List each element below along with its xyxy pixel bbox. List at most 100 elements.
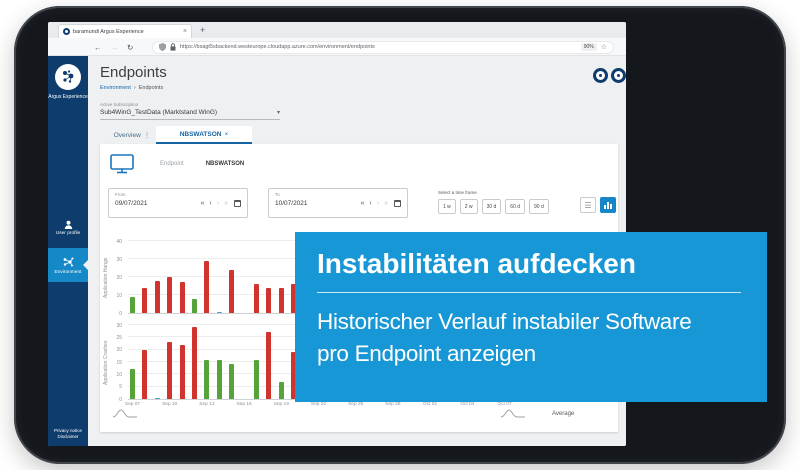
y-tick-label: 10 xyxy=(116,292,122,299)
timeframe-1w-button[interactable]: 1 w xyxy=(438,199,456,214)
to-date-input[interactable]: To 10/07/2021 « ‹ › » xyxy=(268,188,408,218)
y-tick-label: 25 xyxy=(116,334,122,341)
bar xyxy=(154,397,160,399)
bar xyxy=(192,327,197,399)
sidebar-item-user-profile[interactable]: User profile xyxy=(48,220,88,244)
zoom-level-badge[interactable]: 90% xyxy=(580,43,597,51)
shield-icon xyxy=(159,43,166,51)
y-axis-label: Application Crashes xyxy=(103,340,109,385)
x-axis-label: Sep 10 xyxy=(162,402,178,407)
x-axis-label: Sep 16 xyxy=(236,402,252,407)
timeframe-2w-button[interactable]: 2 w xyxy=(459,199,478,214)
timeframe-label: Select a time frame xyxy=(438,190,477,195)
calendar-icon[interactable] xyxy=(394,200,401,207)
skip-back-icon[interactable]: « xyxy=(200,200,205,207)
to-date-value: 10/07/2021 xyxy=(275,200,308,207)
site-favicon-icon xyxy=(63,28,70,35)
bar xyxy=(142,287,148,313)
y-axis-ticks: 0 10 20 30 40 xyxy=(110,238,124,317)
subscription-select[interactable]: Sub4WinG_TestData (Marktstand WinG) ▾ xyxy=(100,109,280,120)
step-back-icon[interactable]: ‹ xyxy=(369,200,372,207)
bar xyxy=(204,260,210,313)
breadcrumb: Environment › Endpoints xyxy=(100,85,163,91)
breadcrumb-separator: › xyxy=(133,85,136,91)
skip-back-icon[interactable]: « xyxy=(360,200,365,207)
endpoint-header: Endpoint NBSWATSON xyxy=(110,154,244,174)
timeframe-90d-button[interactable]: 90 d xyxy=(529,199,549,214)
overlay-title: Instabilitäten aufdecken xyxy=(317,248,636,279)
url-text: https://bsagt5sbackend.westeurope.clouda… xyxy=(180,44,375,50)
bar xyxy=(142,349,148,399)
y-tick-label: 20 xyxy=(116,347,122,354)
step-forward-icon[interactable]: › xyxy=(376,200,380,207)
from-date-input[interactable]: From 09/07/2021 « ‹ › » xyxy=(108,188,248,218)
overlay-divider xyxy=(317,292,741,293)
bar xyxy=(179,344,185,399)
new-tab-button[interactable]: + xyxy=(200,25,206,35)
x-axis-label: Sep 19 xyxy=(273,402,289,407)
y-tick-label: 10 xyxy=(116,371,122,378)
bar-chart-icon xyxy=(604,202,612,209)
app-sidebar: Argus Experience User profile Environmen… xyxy=(48,56,88,446)
disclaimer-link[interactable]: Disclaimer xyxy=(57,434,79,440)
browser-tab[interactable]: baramundi Argus Experience × xyxy=(58,24,192,38)
sidebar-footer: Privacy notice Disclaimer xyxy=(48,428,88,442)
bar xyxy=(291,352,297,399)
skip-forward-icon[interactable]: » xyxy=(224,200,228,207)
x-axis-label: Sep 07 xyxy=(124,402,141,407)
y-tick-label: 40 xyxy=(116,238,122,245)
tab-overview[interactable]: Overview ⋮ xyxy=(113,131,151,140)
subscription-value: Sub4WinG_TestData (Marktstand WinG) xyxy=(100,109,218,116)
x-axis-label: Oct 01 xyxy=(423,402,438,407)
forward-button: → xyxy=(110,42,119,52)
notifications-button[interactable] xyxy=(611,68,626,83)
step-forward-icon[interactable]: › xyxy=(216,200,220,207)
y-axis-label: Application Hangs xyxy=(103,257,109,298)
help-button[interactable] xyxy=(593,68,608,83)
brand-name: Argus Experience xyxy=(48,94,88,100)
list-view-toggle[interactable]: ☰ xyxy=(580,197,596,213)
tab-close-icon[interactable]: × xyxy=(182,28,187,35)
breadcrumb-environment-link[interactable]: Environment xyxy=(100,85,131,91)
y-axis-ticks: 0 5 10 15 20 25 30 xyxy=(110,322,124,403)
monitor-icon xyxy=(110,154,134,174)
timeframe-60d-button[interactable]: 60 d xyxy=(505,199,526,214)
marketing-overlay: Instabilitäten aufdecken Historischer Ve… xyxy=(295,232,767,402)
privacy-notice-link[interactable]: Privacy notice xyxy=(53,427,82,433)
network-icon xyxy=(63,257,74,266)
bookmark-star-icon[interactable]: ☆ xyxy=(600,43,607,51)
y-tick-label: 20 xyxy=(116,274,122,281)
skip-forward-icon[interactable]: » xyxy=(384,200,388,207)
back-button[interactable]: ← xyxy=(94,42,102,52)
browser-tab-bar: baramundi Argus Experience × + xyxy=(48,22,626,38)
breadcrumb-current: Endpoints xyxy=(138,85,164,91)
calendar-icon[interactable] xyxy=(234,200,241,207)
bar xyxy=(216,311,222,313)
close-endpoint-tab-icon[interactable]: × xyxy=(224,130,229,138)
lock-icon xyxy=(170,43,176,51)
sidebar-item-environment[interactable]: Environment xyxy=(48,248,88,282)
tab-nbswatson[interactable]: NBSWATSON × xyxy=(156,126,252,144)
bar xyxy=(130,296,135,313)
x-axis-label: Sep 13 xyxy=(199,402,215,407)
chart-view-toggle[interactable] xyxy=(600,197,616,213)
range-brush-left-icon[interactable] xyxy=(112,408,138,418)
endpoint-name: NBSWATSON xyxy=(205,161,245,167)
timeframe-buttons: 1 w 2 w 30 d 60 d 90 d xyxy=(438,199,549,214)
overlay-subtitle: Historischer Verlauf instabiler Software… xyxy=(317,309,692,366)
y-tick-label: 15 xyxy=(116,359,122,366)
timeframe-30d-button[interactable]: 30 d xyxy=(481,199,502,214)
bar xyxy=(266,332,272,399)
url-field[interactable]: https://bsagt5sbackend.westeurope.clouda… xyxy=(152,40,614,54)
bar xyxy=(192,298,197,313)
reload-button[interactable]: ↻ xyxy=(127,42,134,52)
argus-logo-icon xyxy=(55,64,81,90)
y-tick-label: 30 xyxy=(116,322,122,329)
kebab-menu-icon[interactable]: ⋮ xyxy=(143,132,151,139)
x-axis-label: Oct 04 xyxy=(460,402,475,407)
bar xyxy=(278,381,284,399)
x-axis-label: Oct 07 xyxy=(497,402,512,407)
step-back-icon[interactable]: ‹ xyxy=(209,200,212,207)
range-brush-right-icon[interactable] xyxy=(500,408,526,418)
